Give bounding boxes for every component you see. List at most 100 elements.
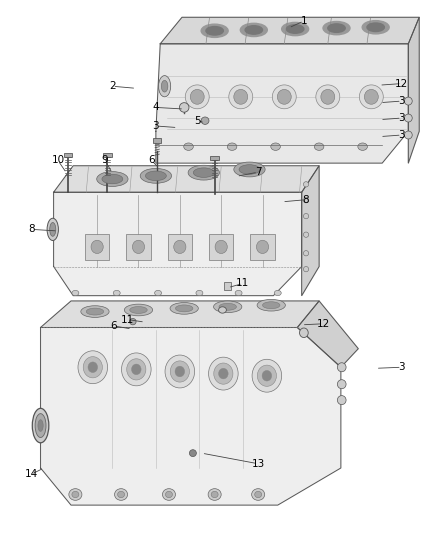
Ellipse shape [337, 395, 346, 405]
Ellipse shape [121, 353, 151, 386]
Ellipse shape [219, 307, 226, 313]
Ellipse shape [404, 114, 412, 122]
Ellipse shape [102, 174, 123, 184]
Ellipse shape [282, 22, 309, 36]
Text: 9: 9 [102, 156, 108, 165]
Ellipse shape [161, 80, 168, 92]
Ellipse shape [97, 172, 128, 187]
Ellipse shape [86, 308, 104, 315]
Ellipse shape [130, 318, 136, 325]
Ellipse shape [254, 491, 261, 498]
Text: 13: 13 [251, 459, 265, 469]
Ellipse shape [38, 419, 43, 431]
Ellipse shape [321, 90, 335, 104]
Ellipse shape [274, 290, 281, 296]
Bar [153, 138, 161, 143]
Bar [126, 233, 151, 260]
Ellipse shape [130, 306, 147, 313]
Ellipse shape [159, 76, 171, 97]
Ellipse shape [145, 171, 166, 181]
Text: 12: 12 [395, 78, 408, 88]
Ellipse shape [88, 362, 98, 373]
Bar [251, 233, 275, 260]
Ellipse shape [262, 370, 272, 381]
Ellipse shape [304, 266, 309, 272]
Polygon shape [53, 192, 302, 296]
Ellipse shape [127, 359, 146, 380]
Ellipse shape [117, 491, 124, 498]
Ellipse shape [193, 168, 214, 177]
Ellipse shape [304, 232, 309, 237]
Ellipse shape [32, 408, 49, 443]
Ellipse shape [211, 491, 218, 498]
Text: 12: 12 [317, 319, 330, 329]
Text: 11: 11 [237, 278, 250, 288]
Ellipse shape [47, 218, 58, 240]
Bar [168, 233, 192, 260]
Text: 3: 3 [399, 130, 405, 140]
Ellipse shape [235, 290, 242, 296]
Ellipse shape [272, 85, 296, 109]
Ellipse shape [115, 489, 127, 500]
Ellipse shape [174, 240, 186, 254]
Ellipse shape [219, 303, 237, 310]
Ellipse shape [91, 240, 103, 254]
Bar [103, 153, 112, 157]
Ellipse shape [252, 359, 282, 392]
Ellipse shape [81, 306, 109, 317]
Bar [224, 282, 231, 290]
Bar [210, 156, 219, 160]
Ellipse shape [262, 302, 280, 309]
Ellipse shape [208, 489, 221, 500]
Ellipse shape [234, 162, 265, 177]
Text: 6: 6 [110, 321, 117, 331]
Text: 3: 3 [399, 96, 405, 106]
Ellipse shape [404, 131, 412, 139]
Ellipse shape [208, 357, 238, 390]
Ellipse shape [190, 90, 204, 104]
Ellipse shape [72, 491, 79, 498]
Ellipse shape [214, 363, 233, 384]
Ellipse shape [304, 214, 309, 219]
Ellipse shape [286, 25, 304, 33]
Ellipse shape [257, 300, 286, 311]
Ellipse shape [72, 290, 79, 296]
Text: 10: 10 [51, 156, 64, 165]
Ellipse shape [188, 165, 219, 180]
Ellipse shape [367, 23, 385, 31]
Ellipse shape [184, 143, 193, 150]
Polygon shape [302, 166, 319, 296]
Text: 5: 5 [194, 116, 201, 126]
Ellipse shape [252, 489, 265, 500]
Ellipse shape [304, 198, 309, 203]
Polygon shape [41, 301, 319, 327]
Ellipse shape [131, 364, 141, 375]
Ellipse shape [358, 143, 367, 150]
Ellipse shape [304, 251, 309, 256]
Ellipse shape [314, 143, 324, 150]
Ellipse shape [359, 85, 383, 109]
Polygon shape [408, 17, 419, 163]
Ellipse shape [35, 414, 46, 438]
Ellipse shape [300, 328, 308, 337]
Ellipse shape [240, 23, 267, 37]
Polygon shape [41, 327, 341, 505]
Text: 6: 6 [148, 156, 155, 165]
Ellipse shape [83, 357, 102, 378]
Bar [64, 153, 72, 157]
Polygon shape [297, 301, 358, 367]
Ellipse shape [215, 240, 227, 254]
Ellipse shape [132, 240, 145, 254]
Ellipse shape [185, 85, 209, 109]
Text: 7: 7 [255, 167, 261, 177]
Text: 8: 8 [28, 224, 35, 235]
Polygon shape [156, 44, 408, 163]
Ellipse shape [170, 303, 198, 314]
Ellipse shape [337, 379, 346, 389]
Bar [85, 233, 110, 260]
Ellipse shape [140, 168, 172, 183]
Ellipse shape [170, 361, 189, 382]
Ellipse shape [328, 24, 345, 33]
Ellipse shape [257, 365, 276, 386]
Polygon shape [53, 166, 319, 192]
